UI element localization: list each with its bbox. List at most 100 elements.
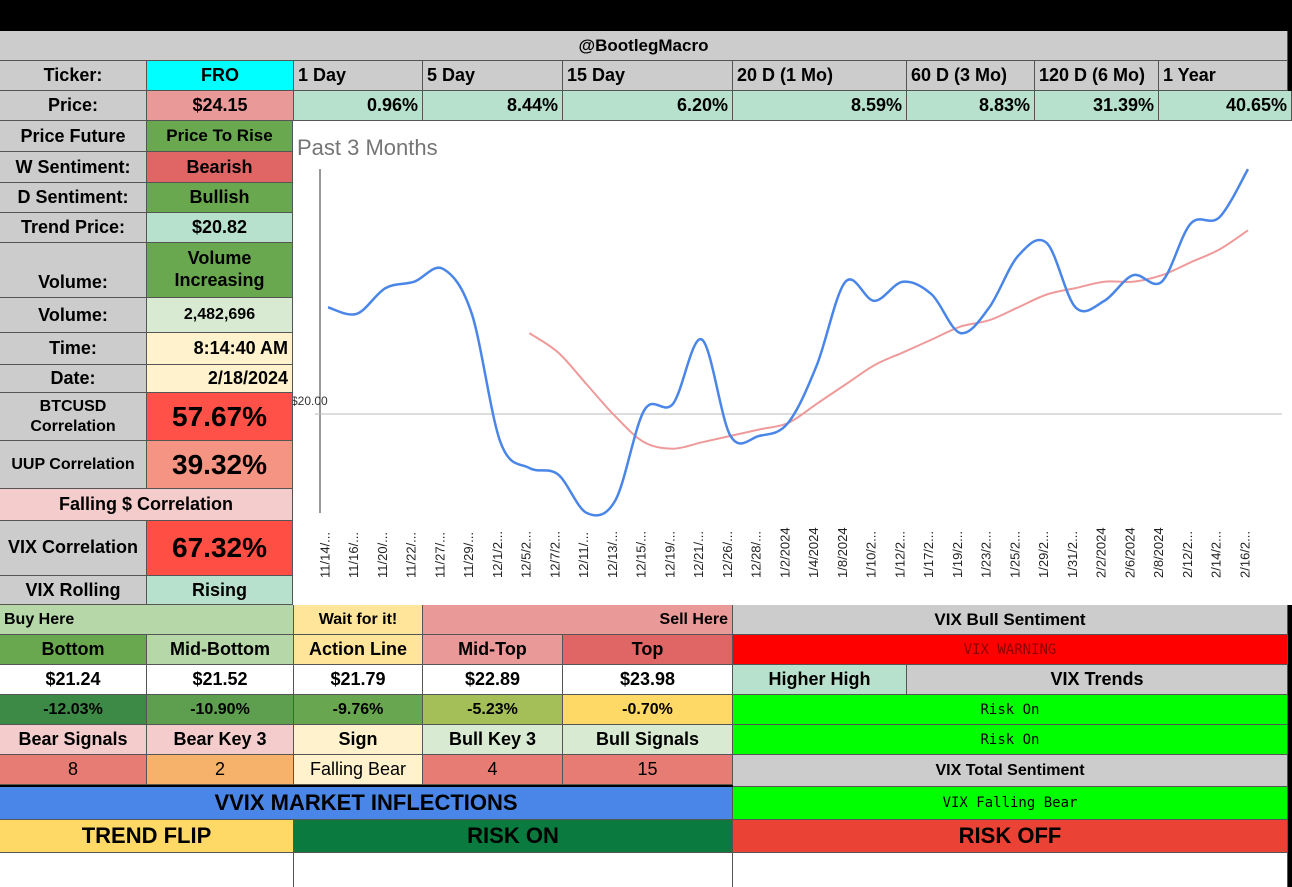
signal-value-bull-key-3: 4 [423, 755, 563, 785]
x-tick-label: 12/28/... [749, 531, 764, 578]
date-label: Date: [0, 365, 147, 393]
period-label-60d: 60 D (3 Mo) [907, 61, 1035, 91]
vix-risk-on-1: Risk On [733, 695, 1288, 725]
level-header-mid-top: Mid-Top [423, 635, 563, 665]
level-header-top: Top [563, 635, 733, 665]
x-tick-label: 11/14/... [317, 532, 332, 578]
uup-corr-value: 39.32% [147, 441, 293, 489]
y-tick-label: $20.00 [293, 394, 328, 408]
period-label-5d: 5 Day [423, 61, 563, 91]
trend-series-line [528, 229, 1249, 450]
period-value-60d: 8.83% [907, 91, 1035, 121]
date-value: 2/18/2024 [147, 365, 293, 393]
vix-bull-sentiment-header: VIX Bull Sentiment [733, 605, 1288, 635]
x-tick-label: 11/29/... [461, 532, 476, 578]
risk-off-header: RISK OFF [733, 820, 1288, 853]
signal-value-sign: Falling Bear [294, 755, 423, 785]
x-tick-label: 1/10/2... [864, 531, 879, 578]
x-tick-label: 1/4/2024 [806, 527, 821, 578]
ticker-value[interactable]: FRO [147, 61, 294, 91]
sheet-title: @BootlegMacro [0, 31, 1288, 61]
price-future-label: Price Future [0, 121, 147, 152]
level-price-mid-bottom: $21.52 [147, 665, 294, 695]
risk-on-cell[interactable] [294, 853, 733, 887]
x-tick-label: 1/31/2... [1065, 531, 1080, 578]
vix-higher-high: Higher High [733, 665, 907, 695]
x-tick-label: 12/1/2... [490, 531, 505, 578]
period-value-120d: 31.39% [1035, 91, 1159, 121]
level-header-mid-bottom: Mid-Bottom [147, 635, 294, 665]
trend-flip-header: TREND FLIP [0, 820, 294, 853]
vix-corr-value: 67.32% [147, 521, 293, 576]
vix-risk-on-2: Risk On [733, 725, 1288, 755]
level-pct-mid-bottom: -10.90% [147, 695, 294, 725]
signal-header-bear-signals: Bear Signals [0, 725, 147, 755]
level-header-action-line: Action Line [294, 635, 423, 665]
chart-svg: Past 3 Months $20.00 11/14/... 11/16/... 1… [293, 135, 1282, 578]
level-price-top: $23.98 [563, 665, 733, 695]
risk-on-header: RISK ON [294, 820, 733, 853]
volume-label: Volume: [0, 298, 147, 333]
trend-flip-cell[interactable] [0, 853, 294, 887]
risk-off-cell[interactable] [733, 853, 1288, 887]
vvix-title: VVIX MARKET INFLECTIONS [0, 787, 733, 820]
price-label: Price: [0, 91, 147, 121]
x-tick-label: 2/16/2... [1237, 531, 1252, 578]
level-pct-mid-top: -5.23% [423, 695, 563, 725]
x-tick-label: 2/8/2024 [1151, 527, 1166, 578]
signal-header-bull-key-3: Bull Key 3 [423, 725, 563, 755]
x-tick-label: 11/20/... [375, 532, 390, 578]
x-tick-label: 11/22/... [404, 532, 419, 578]
vix-falling-bear: VIX Falling Bear [733, 787, 1288, 820]
period-value-1d: 0.96% [294, 91, 423, 121]
w-sentiment-label: W Sentiment: [0, 152, 147, 183]
btc-corr-label: BTCUSD Correlation [0, 393, 147, 441]
uup-corr-label: UUP Correlation [0, 441, 147, 489]
trend-price-label: Trend Price: [0, 213, 147, 243]
d-sentiment-label: D Sentiment: [0, 183, 147, 213]
period-value-20d: 8.59% [733, 91, 907, 121]
level-header-bottom: Bottom [0, 635, 147, 665]
period-label-20d: 20 D (1 Mo) [733, 61, 907, 91]
level-pct-top: -0.70% [563, 695, 733, 725]
x-tick-label: 1/23/2... [979, 531, 994, 578]
vix-rolling-value: Rising [147, 576, 293, 605]
x-tick-label: 2/14/2... [1209, 531, 1224, 578]
signal-value-bull-signals: 15 [563, 755, 733, 785]
period-label-1y: 1 Year [1159, 61, 1288, 91]
x-tick-label: 1/12/2... [892, 531, 907, 578]
signal-header-bull-signals: Bull Signals [563, 725, 733, 755]
x-tick-label: 1/25/2... [1007, 531, 1022, 578]
signal-value-bear-key-3: 2 [147, 755, 294, 785]
volume-trend-value: Volume Increasing [147, 243, 293, 298]
time-label: Time: [0, 333, 147, 365]
x-tick-label: 12/13/... [605, 531, 620, 578]
signal-header-bear-key-3: Bear Key 3 [147, 725, 294, 755]
period-value-1y: 40.65% [1159, 91, 1292, 121]
signal-value-bear-signals: 8 [0, 755, 147, 785]
period-label-1d: 1 Day [294, 61, 423, 91]
level-pct-bottom: -12.03% [0, 695, 147, 725]
period-label-15d: 15 Day [563, 61, 733, 91]
volume-trend-label: Volume: [0, 243, 147, 298]
price-chart: Past 3 Months $20.00 11/14/... 11/16/... 1… [293, 121, 1292, 605]
period-value-5d: 8.44% [423, 91, 563, 121]
wait-label: Wait for it! [294, 605, 423, 635]
x-tick-label: 1/19/2... [950, 531, 965, 578]
sell-here-label: Sell Here [423, 605, 733, 635]
ticker-label: Ticker: [0, 61, 147, 91]
btc-corr-value: 57.67% [147, 393, 293, 441]
price-value: $24.15 [147, 91, 294, 121]
x-tick-label: 12/21/... [691, 531, 706, 578]
x-tick-label: 12/26/... [720, 531, 735, 578]
falling-dollar-corr-label: Falling $ Correlation [0, 489, 293, 521]
volume-value: 2,482,696 [147, 298, 293, 333]
x-tick-label: 11/27/... [432, 532, 447, 578]
x-tick-label: 12/7/2... [547, 531, 562, 578]
level-price-mid-top: $22.89 [423, 665, 563, 695]
d-sentiment-value: Bullish [147, 183, 293, 213]
price-future-value: Price To Rise [147, 121, 293, 152]
vix-total-sentiment-header: VIX Total Sentiment [733, 755, 1288, 787]
level-price-action-line: $21.79 [294, 665, 423, 695]
signal-header-sign: Sign [294, 725, 423, 755]
